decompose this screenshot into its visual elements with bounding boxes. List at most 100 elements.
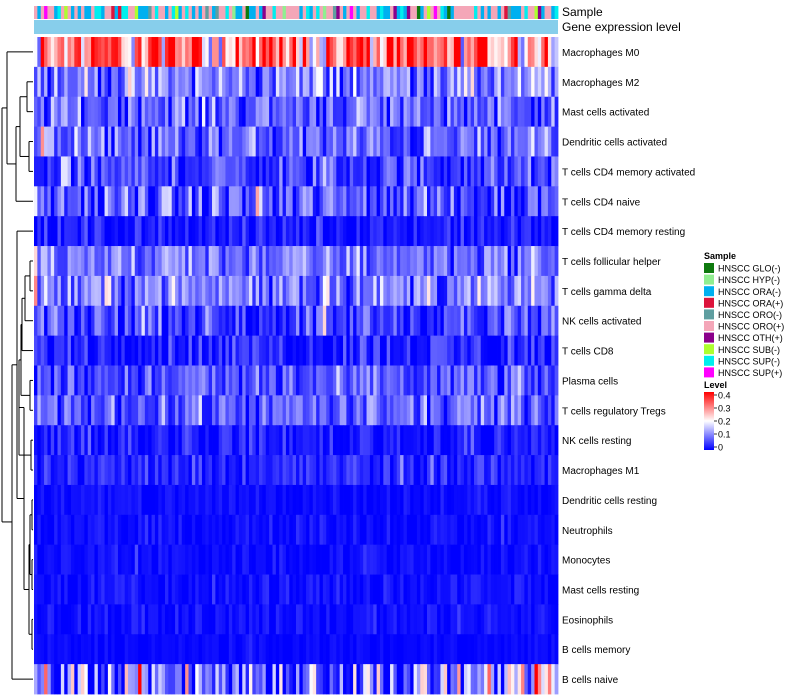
heatmap-cell (410, 37, 414, 68)
heatmap-cell (117, 484, 122, 516)
heatmap-cell (349, 484, 354, 516)
heatmap-cell (406, 335, 411, 366)
heatmap-cell (141, 574, 146, 605)
heatmap-cell (356, 455, 361, 486)
heatmap-cell (336, 484, 341, 516)
heatmap-cell (416, 156, 421, 187)
heatmap-cell (181, 216, 186, 247)
heatmap-cell (406, 156, 411, 187)
heatmap-cell (191, 395, 196, 426)
heatmap-cell (440, 96, 445, 127)
heatmap-cell (453, 514, 458, 546)
heatmap-cell (134, 544, 139, 575)
heatmap-cell (101, 425, 105, 456)
heatmap-cell (366, 305, 371, 337)
heatmap-cell (430, 246, 435, 277)
heatmap-cell (37, 664, 42, 695)
heatmap-cell (386, 335, 391, 366)
heatmap-cell (537, 126, 542, 157)
heatmap-cell (400, 96, 404, 127)
heatmap-cell (215, 544, 220, 575)
heatmap-cell (544, 395, 549, 426)
heatmap-cell (178, 275, 183, 307)
heatmap-cell (128, 275, 132, 307)
heatmap-cell (339, 275, 344, 307)
heatmap-cell (148, 574, 152, 605)
heatmap-cell (40, 425, 45, 456)
heatmap-cell (138, 365, 142, 396)
heatmap-cell (94, 604, 99, 635)
heatmap-cell (339, 664, 344, 695)
heatmap-cell (366, 514, 371, 546)
heatmap-cell (50, 96, 55, 127)
heatmap-cell (316, 395, 320, 426)
heatmap-cell (64, 335, 68, 366)
heatmap-cell (292, 604, 297, 635)
heatmap-cell (111, 216, 116, 247)
heatmap-cell (437, 96, 441, 127)
heatmap-cell (497, 514, 502, 546)
heatmap-cell (500, 365, 505, 396)
heatmap-cell (128, 425, 132, 456)
heatmap-cell (322, 216, 327, 247)
heatmap-cell (500, 186, 505, 217)
heatmap-cell (191, 275, 196, 307)
heatmap-cell (316, 186, 320, 217)
heatmap-cell (101, 484, 105, 516)
heatmap-cell (329, 455, 334, 486)
heatmap-cell (225, 186, 230, 217)
heatmap-cell (396, 335, 401, 366)
heatmap-cell (77, 66, 82, 98)
heatmap-cell (185, 246, 189, 277)
heatmap-cell (470, 574, 475, 605)
heatmap-cell (527, 246, 532, 277)
heatmap-cell (390, 634, 394, 665)
heatmap-cell (383, 37, 388, 68)
heatmap-cell (366, 544, 371, 575)
heatmap-cell (510, 514, 515, 546)
heatmap-cell (208, 365, 213, 396)
heatmap-cell (443, 365, 448, 396)
heatmap-cell (141, 96, 146, 127)
heatmap-cell (285, 455, 290, 486)
heatmap-cell (403, 604, 408, 635)
heatmap-cell (336, 544, 341, 575)
heatmap-cell (306, 604, 310, 635)
heatmap-cell (356, 96, 361, 127)
heatmap-cell (289, 126, 294, 157)
heatmap-cell (326, 664, 330, 695)
heatmap-cell (390, 455, 394, 486)
heatmap-cell (302, 156, 307, 187)
heatmap-cell (440, 395, 445, 426)
heatmap-cell (312, 246, 317, 277)
heatmap-cell (437, 455, 441, 486)
heatmap-cell (275, 514, 280, 546)
heatmap-cell (447, 186, 451, 217)
heatmap-cell (252, 395, 257, 426)
heatmap-cell (440, 664, 445, 695)
heatmap-cell (420, 455, 425, 486)
heatmap-cell (161, 216, 166, 247)
heatmap-cell (104, 275, 109, 307)
heatmap-cell (154, 66, 159, 98)
heatmap-cell (467, 604, 472, 635)
heatmap-cell (490, 544, 495, 575)
heatmap-cell (252, 664, 257, 695)
heatmap-cell (81, 634, 85, 665)
heatmap-cell (282, 96, 287, 127)
heatmap-cell (60, 275, 65, 307)
heatmap-cell (141, 395, 146, 426)
sample-annotation-cell (534, 6, 539, 19)
heatmap-cell (359, 604, 364, 635)
heatmap-cell (554, 484, 559, 516)
sample-annotation-cell (329, 6, 334, 19)
heatmap-cell (420, 216, 425, 247)
heatmap-cell (255, 664, 260, 695)
heatmap-cell (500, 455, 505, 486)
heatmap-cell (427, 664, 431, 695)
heatmap-cell (111, 455, 116, 486)
sample-annotation-cell (91, 6, 95, 19)
heatmap-cell (497, 156, 502, 187)
heatmap-cell (551, 634, 556, 665)
heatmap-cell (165, 365, 169, 396)
